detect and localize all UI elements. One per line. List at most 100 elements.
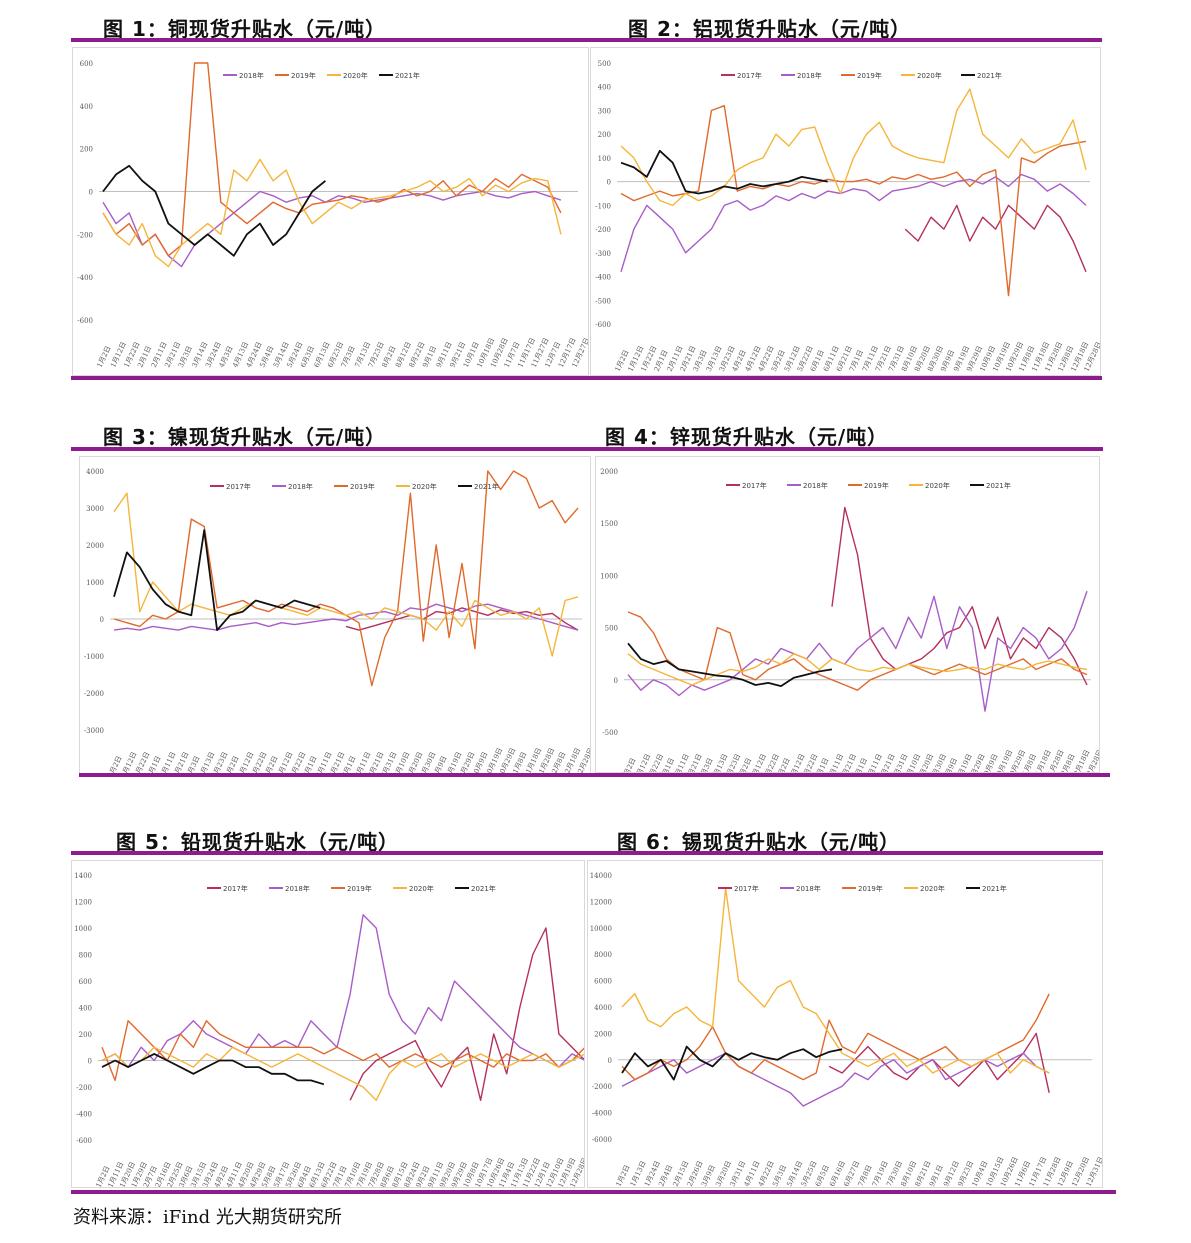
series-line-2020 — [627, 652, 1088, 686]
y-tick-label: 1400 — [74, 872, 92, 880]
y-tick-label: 0 — [608, 1057, 612, 1065]
series-line-2018 — [620, 173, 1087, 273]
chart-1-title: 图 1：铜现货升贴水（元/吨） — [103, 17, 387, 41]
series-line-2019 — [627, 611, 1088, 691]
legend-label-2020: 2020年 — [917, 71, 942, 80]
series-line-2021 — [620, 149, 828, 195]
series-line-2021 — [621, 1045, 843, 1081]
y-tick-label: -400 — [76, 1111, 92, 1119]
y-tick-label: 0 — [100, 616, 104, 624]
legend-label-2019: 2019年 — [858, 884, 883, 893]
legend-label-2018: 2018年 — [803, 481, 828, 490]
rule-top-1 — [71, 38, 1102, 42]
legend-label-2019: 2019年 — [864, 481, 889, 490]
series-line-2017 — [345, 607, 579, 631]
y-tick-label: -6000 — [592, 1136, 612, 1144]
series-line-2019 — [101, 1020, 584, 1082]
y-tick-label: 500 — [605, 625, 618, 633]
legend-label-2019: 2019年 — [350, 482, 375, 491]
chart-svg-6: 14000 12000 10000 8000 6000 4000 2000 0 -2000 -40… — [590, 872, 1102, 1187]
chart-panel-2: 500 400 300 200 100 0 -100 -200 -300 -400 -500 -600… — [590, 47, 1101, 376]
series-line-2021 — [101, 1052, 325, 1086]
chart-panel-1: 600 400 200 0 -200 -400 -600 1月2日 1月12日 1月22日 2月1日… — [72, 47, 589, 376]
legend-label-2020: 2020年 — [920, 884, 945, 893]
legend-label-2019: 2019年 — [857, 71, 882, 80]
y-tick-label: 600 — [79, 978, 92, 986]
series-line-2018 — [101, 914, 584, 1068]
legend-label-2021: 2021年 — [395, 71, 420, 80]
y-tick-label: 10000 — [590, 925, 612, 933]
rule-top-2 — [71, 447, 1103, 451]
series-line-2021 — [627, 642, 833, 688]
y-tick-label: 0 — [614, 677, 618, 685]
chart-svg-1: 6004002000-200-400-6001月2日1月12日1月22日2月1日… — [77, 60, 588, 369]
y-tick-label: 8000 — [594, 951, 612, 959]
legend-label-2017: 2017年 — [742, 481, 767, 490]
series-line-2019 — [102, 62, 562, 257]
y-tick-label: 200 — [79, 1031, 92, 1039]
legend-label-2018: 2018年 — [288, 482, 313, 491]
y-tick-label: 0 — [88, 1058, 92, 1066]
legend-label-2017: 2017年 — [734, 884, 759, 893]
chart-3-title: 图 3：镍现货升贴水（元/吨） — [103, 425, 387, 449]
y-tick-label: -600 — [595, 321, 611, 329]
chart-panel-6: 14000 12000 10000 8000 6000 4000 2000 0 -2000 -40… — [587, 860, 1103, 1188]
y-tick-label: -2000 — [592, 1083, 612, 1091]
legend-label-2018: 2018年 — [239, 71, 264, 80]
y-tick-label: 4000 — [86, 468, 104, 476]
series-line-2019 — [620, 105, 1087, 297]
legend-label-2021: 2021年 — [982, 884, 1007, 893]
y-tick-label: -600 — [77, 317, 93, 325]
series-line-2020 — [101, 1046, 584, 1102]
y-tick-label: 300 — [598, 107, 611, 115]
chart-2-title: 图 2：铝现货升贴水（元/吨） — [628, 17, 912, 41]
legend-label-2017: 2017年 — [737, 71, 762, 80]
source-note: 资料来源：iFind 光大期货研究所 — [73, 1207, 342, 1228]
rule-bottom-2 — [79, 773, 1110, 777]
series-line-2018 — [627, 590, 1088, 712]
y-tick-label: 200 — [80, 146, 93, 154]
legend-label-2020: 2020年 — [925, 481, 950, 490]
series-line-2018 — [102, 190, 562, 268]
chart-6-title: 图 6：锡现货升贴水（元/吨） — [617, 830, 901, 854]
y-tick-label: -500 — [595, 297, 611, 305]
y-tick-label: 1000 — [86, 579, 104, 587]
chart-panel-4: 2000 1500 1000 500 0 -500 1月2日 1月12日 1月22日 2月1日 2月… — [595, 456, 1100, 773]
y-tick-label: 400 — [79, 1005, 92, 1013]
series-line-2017 — [904, 204, 1087, 273]
y-tick-label: -1000 — [84, 653, 104, 661]
chart-5-title: 图 5：铅现货升贴水（元/吨） — [116, 830, 400, 854]
y-tick-label: 2000 — [86, 542, 104, 550]
y-tick-label: -400 — [595, 274, 611, 282]
series-line-2021 — [102, 164, 326, 257]
legend-label-2017: 2017年 — [226, 482, 251, 491]
y-tick-label: 2000 — [600, 468, 618, 476]
series-line-2020 — [113, 492, 579, 657]
legend-label-2018: 2018年 — [797, 71, 822, 80]
y-tick-label: -100 — [595, 202, 611, 210]
y-tick-label: 0 — [607, 179, 611, 187]
y-tick-label: -3000 — [84, 727, 104, 735]
y-tick-label: -500 — [602, 729, 618, 737]
legend-label-2020: 2020年 — [409, 884, 434, 893]
series-line-2019 — [113, 470, 579, 687]
chart-svg-2: 500 400 300 200 100 0 -100 -200 -300 -400 -500 -600… — [595, 60, 1100, 373]
legend-label-2021: 2021年 — [977, 71, 1002, 80]
legend-label-2021: 2021年 — [471, 884, 496, 893]
y-tick-label: 800 — [79, 952, 92, 960]
rule-bottom-1 — [71, 376, 1102, 380]
y-tick-label: 3000 — [86, 505, 104, 513]
y-tick-label: -4000 — [592, 1110, 612, 1118]
series-line-2017 — [828, 1032, 1050, 1093]
y-tick-label: -400 — [77, 274, 93, 282]
y-tick-label: -2000 — [84, 690, 104, 698]
y-tick-label: -200 — [595, 226, 611, 234]
chart-svg-3: 40003000200010000-1000-2000-30001月2日1月12… — [84, 468, 590, 775]
y-tick-label: 500 — [598, 60, 611, 68]
legend-label-2019: 2019年 — [291, 71, 316, 80]
y-tick-label: 1500 — [600, 520, 618, 528]
x-tick-label: 1月2日 — [621, 757, 638, 772]
chart-svg-4: 2000150010005000-5001月2日1月12日1月22日2月1日2月… — [600, 468, 1099, 772]
series-line-2017 — [349, 927, 584, 1102]
legend-label-2018: 2018年 — [285, 884, 310, 893]
